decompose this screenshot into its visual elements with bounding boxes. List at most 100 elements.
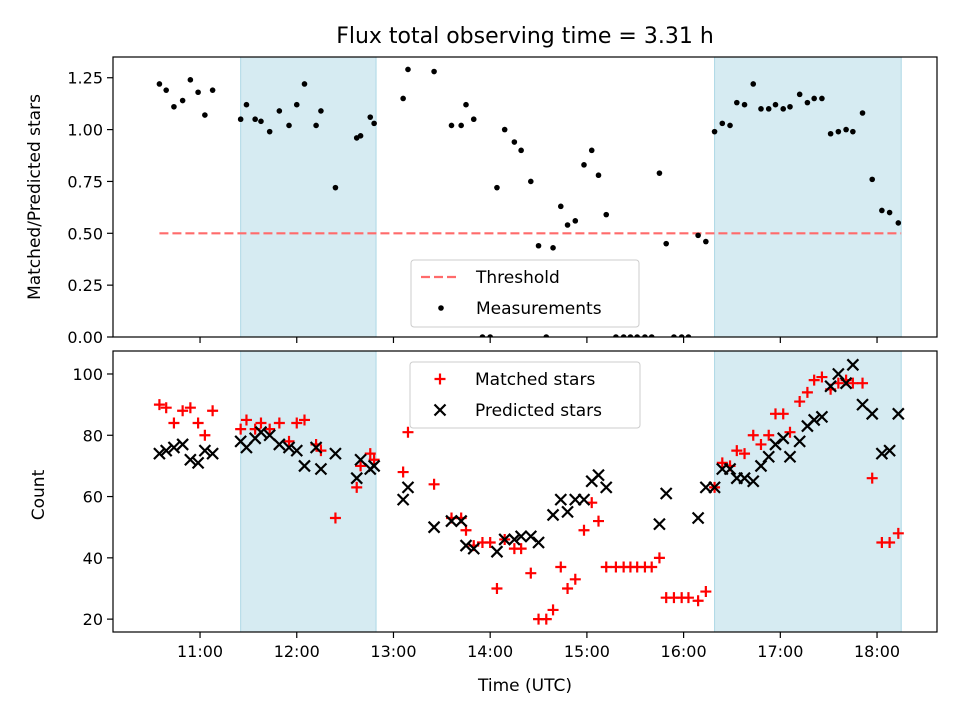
x-tick-label: 12:00: [274, 642, 320, 661]
measurement-point: [859, 110, 866, 116]
x-tick-label: 13:00: [370, 642, 416, 661]
measurement-point: [648, 334, 655, 337]
predicted-star-point: [746, 474, 760, 488]
matched-star-point: [525, 567, 537, 579]
matched-star-point: [555, 561, 567, 573]
matched-star-point: [777, 408, 789, 420]
predicted-star-point: [639, 675, 650, 686]
measurement-point: [772, 101, 779, 108]
predicted-star-point: [367, 459, 381, 473]
matched-star-point: [884, 537, 896, 549]
x-tick-label: 16:00: [661, 642, 707, 661]
predicted-star-point: [445, 514, 458, 528]
matched-star-point: [428, 478, 440, 490]
x-tick-label: 17:00: [757, 642, 803, 661]
measurement-point: [886, 209, 893, 216]
measurement-point: [195, 89, 201, 96]
matched-star-point: [763, 429, 775, 441]
matched-star-point: [547, 604, 559, 616]
predicted-star-point: [524, 530, 538, 543]
matched-star-point: [192, 417, 204, 429]
predicted-star-point: [632, 675, 643, 686]
measurement-point: [719, 120, 726, 127]
x-tick-label: 15:00: [564, 642, 610, 661]
measurement-point: [357, 133, 364, 139]
y-axis-label-top: Matched/Predicted stars: [25, 94, 45, 300]
matched-star-point: [364, 448, 376, 460]
measurement-point: [400, 95, 406, 102]
matched-star-point: [816, 371, 828, 383]
measurement-point: [642, 334, 648, 337]
axes-frame: [112, 350, 938, 633]
predicted-star-point: [273, 438, 286, 451]
measurement-point: [163, 87, 169, 93]
predicted-star-point: [427, 520, 441, 534]
predicted-star-point: [592, 468, 605, 482]
matched-star-point: [351, 481, 363, 493]
predicted-star-point: [599, 481, 613, 494]
measurement-point: [727, 122, 733, 129]
measurement-point: [685, 334, 692, 337]
x-tick-label: 14:00: [467, 642, 513, 661]
matched-star-point: [682, 592, 694, 604]
predicted-star-point: [454, 514, 468, 528]
predicted-star-point: [282, 441, 296, 454]
predicted-star-point: [723, 462, 737, 476]
measurement-point: [581, 162, 587, 168]
predicted-star-point: [490, 545, 504, 558]
x-axis-label: Time (UTC): [477, 676, 572, 696]
predicted-star-point: [708, 481, 721, 494]
measurement-point: [448, 122, 455, 129]
highlight-band-1: [240, 56, 377, 338]
matched-star-point: [177, 405, 189, 417]
legend-label: Predicted stars: [475, 401, 602, 421]
y-tick-label: 0.75: [67, 172, 103, 191]
measurement-point: [187, 77, 194, 83]
matched-star-point: [857, 377, 869, 389]
predicted-star-point: [350, 471, 363, 485]
matched-star-point: [283, 435, 295, 447]
predicted-star-point: [546, 508, 560, 522]
y-axis-label-bottom: Count: [29, 469, 49, 520]
predicted-star-point: [467, 542, 481, 555]
measurement-point: [780, 106, 787, 112]
matched-star-point: [235, 423, 247, 435]
measurement-point: [895, 220, 902, 226]
measurement-point: [819, 95, 825, 102]
predicted-star-point: [532, 536, 545, 549]
matched-star-point: [329, 512, 341, 524]
measurement-point: [487, 334, 493, 337]
matched-star-point: [207, 405, 219, 417]
predicted-star-point: [824, 379, 837, 393]
predicted-star-point: [498, 533, 511, 546]
measurement-point: [811, 95, 817, 102]
predicted-star-point: [309, 441, 323, 454]
highlight-band-1: [240, 350, 377, 633]
predicted-star-point: [290, 444, 304, 457]
predicted-star-point: [807, 413, 821, 427]
measurement-point: [678, 334, 685, 337]
predicted-star-point: [769, 438, 782, 451]
matched-star-point: [847, 377, 859, 389]
measurement-point: [620, 334, 627, 337]
matched-star-point: [739, 448, 751, 460]
matched-star-point: [153, 399, 165, 411]
measurement-point: [179, 97, 186, 104]
matched-star-point: [298, 414, 310, 426]
matched-star-point: [315, 445, 327, 457]
measurement-point: [171, 103, 177, 110]
measurement-point: [276, 108, 283, 114]
predicted-star-point: [396, 493, 410, 506]
matched-star-point: [184, 402, 196, 414]
legend-label: Threshold: [475, 268, 560, 288]
matched-star-point: [692, 595, 704, 607]
predicted-star-point: [263, 428, 276, 442]
matched-star-point: [801, 386, 813, 398]
measurement-point: [741, 101, 748, 108]
measurement-point: [209, 87, 216, 93]
measurement-point: [869, 176, 876, 183]
measurement-point: [528, 178, 534, 185]
measurement-point: [494, 184, 500, 191]
measurement-point: [332, 184, 339, 191]
predicted-star-point: [865, 407, 879, 421]
